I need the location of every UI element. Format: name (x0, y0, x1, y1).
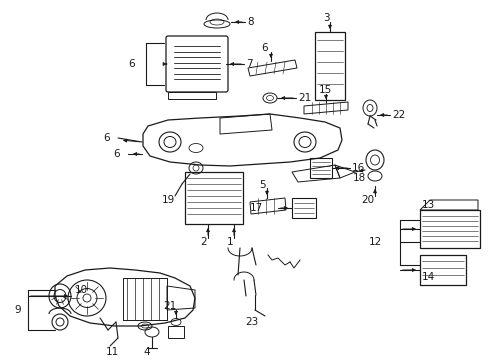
Bar (419, 255, 465, 285)
Text: 10: 10 (75, 285, 88, 295)
Text: 5: 5 (259, 180, 266, 190)
Text: 17: 17 (249, 203, 263, 213)
Text: 18: 18 (352, 173, 366, 183)
Text: 21: 21 (163, 301, 176, 311)
Text: 4: 4 (143, 347, 150, 357)
Bar (314, 32, 345, 100)
Bar (184, 172, 243, 224)
Bar (419, 210, 479, 248)
Text: 6: 6 (103, 133, 109, 143)
Text: 19: 19 (161, 195, 174, 205)
Text: 13: 13 (421, 200, 434, 210)
Text: 2: 2 (200, 237, 207, 247)
Text: 12: 12 (368, 237, 381, 247)
Bar (309, 158, 331, 178)
Text: 3: 3 (323, 13, 329, 23)
Text: 23: 23 (245, 317, 258, 327)
Text: 11: 11 (105, 347, 119, 357)
Text: 8: 8 (246, 17, 253, 27)
Text: 9: 9 (15, 305, 21, 315)
Text: 6: 6 (113, 149, 120, 159)
Bar (168, 326, 183, 338)
Text: 1: 1 (226, 237, 233, 247)
Text: 20: 20 (361, 195, 374, 205)
Text: 6: 6 (128, 59, 134, 69)
Text: 15: 15 (318, 85, 331, 95)
Text: 21: 21 (297, 93, 311, 103)
Text: 7: 7 (245, 59, 252, 69)
Text: 14: 14 (421, 272, 434, 282)
Text: 6: 6 (261, 43, 268, 53)
Bar (168, 92, 216, 99)
Text: 22: 22 (391, 110, 405, 120)
Bar (291, 198, 315, 218)
Text: 16: 16 (351, 163, 365, 173)
